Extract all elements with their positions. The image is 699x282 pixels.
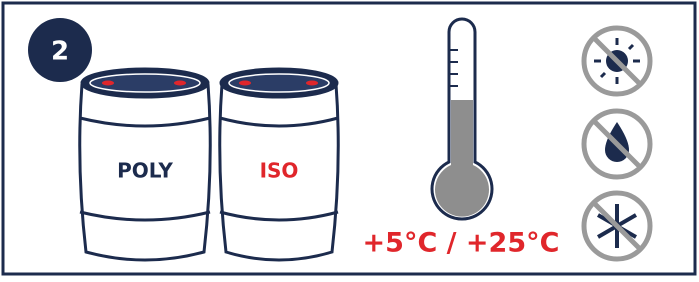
- step-number: 2: [51, 37, 69, 67]
- drum-cap: [239, 81, 251, 86]
- storage-panel: 2 POLY ISO +5°C / +25°C: [0, 0, 699, 278]
- drum-cap: [306, 81, 318, 86]
- drum-label: ISO: [260, 159, 299, 183]
- page: 2 POLY ISO +5°C / +25°C: [0, 0, 699, 278]
- drum-cap: [102, 81, 114, 86]
- temperature-range: +5°C / +25°C: [363, 228, 560, 259]
- drum-label: POLY: [117, 159, 173, 183]
- drum-cap: [174, 81, 186, 86]
